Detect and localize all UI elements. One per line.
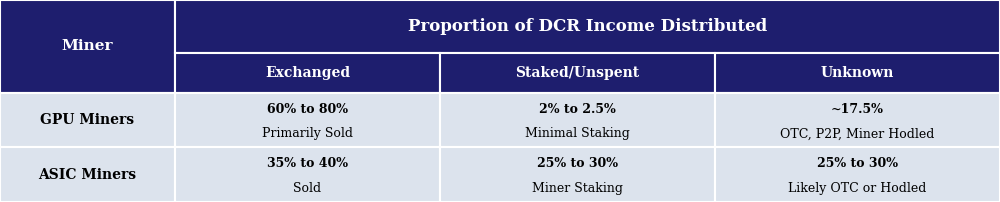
Text: 35% to 40%: 35% to 40% [267,157,348,170]
FancyBboxPatch shape [715,53,1000,93]
Text: Primarily Sold: Primarily Sold [262,127,353,140]
FancyBboxPatch shape [440,147,715,202]
FancyBboxPatch shape [175,147,440,202]
Text: 25% to 30%: 25% to 30% [537,157,618,170]
Text: ASIC Miners: ASIC Miners [38,168,137,182]
FancyBboxPatch shape [0,147,175,202]
Text: 25% to 30%: 25% to 30% [817,157,898,170]
Text: ~17.5%: ~17.5% [831,103,884,116]
Text: 2% to 2.5%: 2% to 2.5% [539,103,616,116]
Text: OTC, P2P, Miner Hodled: OTC, P2P, Miner Hodled [780,127,935,140]
Text: GPU Miners: GPU Miners [40,113,135,127]
FancyBboxPatch shape [715,147,1000,202]
FancyBboxPatch shape [175,0,1000,53]
Text: Exchanged: Exchanged [265,66,350,80]
FancyBboxPatch shape [440,53,715,93]
Text: Likely OTC or Hodled: Likely OTC or Hodled [788,182,927,195]
Text: Minimal Staking: Minimal Staking [525,127,630,140]
Text: Miner Staking: Miner Staking [532,182,623,195]
Text: Sold: Sold [293,182,322,195]
FancyBboxPatch shape [440,93,715,147]
FancyBboxPatch shape [175,53,440,93]
FancyBboxPatch shape [0,93,175,147]
Text: Staked/Unspent: Staked/Unspent [515,66,640,80]
Text: 60% to 80%: 60% to 80% [267,103,348,116]
Text: Proportion of DCR Income Distributed: Proportion of DCR Income Distributed [408,18,767,35]
FancyBboxPatch shape [0,0,175,93]
FancyBboxPatch shape [175,93,440,147]
FancyBboxPatch shape [715,93,1000,147]
Text: Unknown: Unknown [821,66,894,80]
Text: Miner: Miner [62,39,113,54]
